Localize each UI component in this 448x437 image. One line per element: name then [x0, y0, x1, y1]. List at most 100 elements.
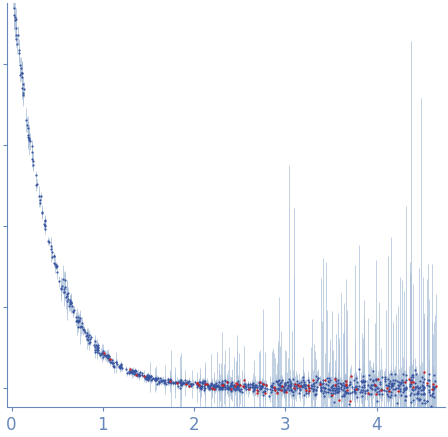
Point	[389, 381, 396, 388]
Point	[400, 386, 407, 393]
Point	[420, 391, 427, 398]
Point	[276, 386, 283, 393]
Point	[430, 380, 437, 387]
Point	[129, 370, 136, 377]
Point	[418, 373, 425, 380]
Point	[386, 387, 393, 394]
Point	[285, 375, 293, 382]
Point	[52, 263, 60, 270]
Point	[26, 134, 33, 141]
Point	[310, 381, 317, 388]
Point	[296, 382, 303, 389]
Point	[227, 382, 234, 389]
Point	[142, 376, 150, 383]
Point	[327, 383, 335, 390]
Point	[11, 17, 18, 24]
Point	[246, 386, 253, 393]
Point	[193, 381, 200, 388]
Point	[66, 298, 73, 305]
Point	[201, 385, 208, 392]
Point	[355, 365, 362, 372]
Point	[249, 382, 256, 389]
Point	[19, 85, 26, 92]
Point	[228, 382, 236, 389]
Point	[37, 197, 44, 204]
Point	[375, 375, 382, 382]
Point	[62, 294, 69, 301]
Point	[395, 383, 402, 390]
Point	[253, 383, 260, 390]
Point	[400, 387, 407, 394]
Point	[157, 378, 164, 385]
Point	[281, 387, 288, 394]
Point	[236, 388, 243, 395]
Point	[252, 382, 259, 389]
Point	[233, 382, 241, 388]
Point	[326, 386, 333, 393]
Point	[228, 386, 235, 393]
Point	[208, 380, 215, 387]
Point	[202, 379, 209, 386]
Point	[391, 379, 398, 386]
Point	[13, 40, 21, 47]
Point	[325, 388, 332, 395]
Point	[268, 388, 275, 395]
Point	[152, 376, 159, 383]
Point	[281, 379, 288, 386]
Point	[425, 377, 432, 384]
Point	[366, 384, 373, 391]
Point	[333, 385, 340, 392]
Point	[53, 263, 60, 270]
Point	[227, 381, 234, 388]
Point	[385, 382, 392, 389]
Point	[259, 381, 267, 388]
Point	[297, 379, 305, 386]
Point	[414, 389, 422, 396]
Point	[432, 382, 439, 389]
Point	[181, 376, 189, 383]
Point	[96, 349, 103, 356]
Point	[395, 379, 402, 386]
Point	[426, 392, 434, 399]
Point	[93, 347, 100, 354]
Point	[408, 374, 415, 381]
Point	[312, 378, 319, 385]
Point	[127, 367, 134, 374]
Point	[215, 385, 223, 392]
Point	[340, 382, 347, 389]
Point	[352, 382, 359, 389]
Point	[401, 378, 408, 385]
Point	[329, 392, 336, 399]
Point	[276, 381, 284, 388]
Point	[319, 384, 327, 391]
Point	[146, 373, 153, 380]
Point	[144, 375, 151, 382]
Point	[233, 380, 240, 387]
Point	[176, 385, 183, 392]
Point	[166, 378, 173, 385]
Point	[430, 394, 437, 401]
Point	[104, 354, 111, 361]
Point	[152, 377, 159, 384]
Point	[429, 392, 436, 399]
Point	[250, 386, 257, 393]
Point	[352, 385, 359, 392]
Point	[344, 384, 351, 391]
Point	[273, 389, 280, 396]
Point	[244, 384, 251, 391]
Point	[228, 382, 235, 389]
Point	[260, 381, 267, 388]
Point	[147, 374, 154, 381]
Point	[324, 378, 331, 385]
Point	[195, 382, 202, 388]
Point	[304, 377, 311, 384]
Point	[397, 378, 405, 385]
Point	[359, 373, 366, 380]
Point	[221, 378, 228, 385]
Point	[94, 344, 101, 351]
Point	[224, 384, 232, 391]
Point	[277, 384, 284, 391]
Point	[28, 156, 35, 163]
Point	[342, 378, 349, 385]
Point	[282, 380, 289, 387]
